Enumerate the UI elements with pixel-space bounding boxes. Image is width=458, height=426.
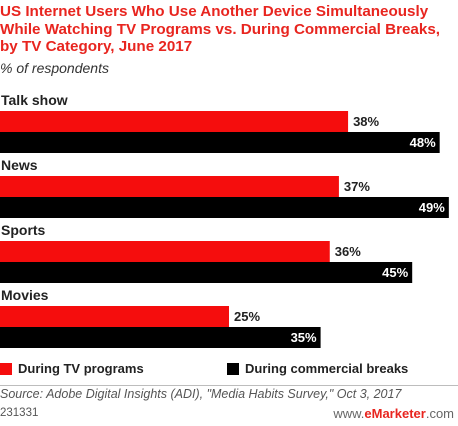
value-label-movies-commercial-breaks: 35% bbox=[291, 330, 317, 345]
brand-name: eMarketer bbox=[364, 406, 426, 421]
chart-title: US Internet Users Who Use Another Device… bbox=[0, 3, 440, 55]
category-label-talk-show: Talk show bbox=[1, 92, 68, 108]
chart-id: 231331 bbox=[0, 407, 39, 419]
legend-label-tv-programs: During TV programs bbox=[18, 361, 144, 376]
bar-sports-commercial-breaks bbox=[0, 262, 413, 283]
legend-item-commercial-breaks: During commercial breaks bbox=[227, 361, 408, 376]
bar-talk-show-tv-programs bbox=[0, 111, 349, 132]
bar-sports-tv-programs bbox=[0, 241, 330, 262]
category-label-news: News bbox=[1, 157, 38, 173]
value-label-news-commercial-breaks: 49% bbox=[419, 200, 445, 215]
legend-swatch-tv-programs bbox=[0, 362, 12, 375]
bar-talk-show-commercial-breaks bbox=[0, 132, 440, 153]
category-label-sports: Sports bbox=[1, 222, 46, 238]
brand-suffix: .com bbox=[425, 406, 454, 421]
category-label-movies: Movies bbox=[1, 287, 49, 303]
bar-movies-tv-programs bbox=[0, 306, 229, 327]
legend: During TV programs During commercial bre… bbox=[0, 361, 458, 379]
bar-chart: Talk show 38% 48% News 37% 49% Sports 36% 45% Mov… bbox=[0, 92, 449, 348]
value-label-sports-tv-programs: 36% bbox=[335, 244, 361, 259]
value-label-talk-show-commercial-breaks: 48% bbox=[410, 135, 436, 150]
legend-swatch-commercial-breaks bbox=[227, 362, 239, 375]
footer-divider bbox=[0, 385, 458, 386]
value-label-talk-show-tv-programs: 38% bbox=[353, 114, 379, 129]
brand-prefix: www. bbox=[333, 406, 365, 421]
value-label-news-tv-programs: 37% bbox=[344, 179, 370, 194]
chart-subtitle: % of respondents bbox=[0, 60, 109, 76]
legend-item-tv-programs: During TV programs bbox=[0, 361, 144, 376]
brand-logo[interactable]: www.eMarketer.com bbox=[333, 406, 454, 421]
value-label-sports-commercial-breaks: 45% bbox=[382, 265, 408, 280]
bar-movies-commercial-breaks bbox=[0, 327, 321, 348]
source-note: Source: Adobe Digital Insights (ADI), "M… bbox=[0, 387, 402, 401]
legend-label-commercial-breaks: During commercial breaks bbox=[245, 361, 409, 376]
bar-news-commercial-breaks bbox=[0, 197, 449, 218]
bar-news-tv-programs bbox=[0, 176, 339, 197]
value-label-movies-tv-programs: 25% bbox=[234, 309, 260, 324]
